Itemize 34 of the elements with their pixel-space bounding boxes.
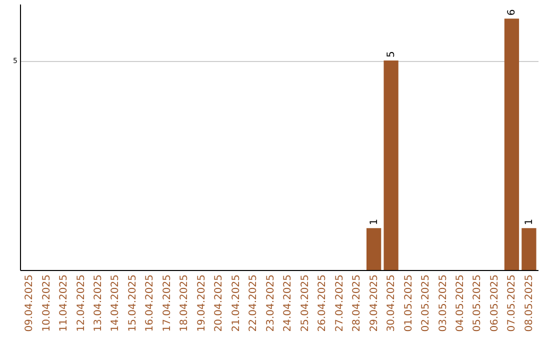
x-tick-label: 22.04.2025 (248, 274, 260, 332)
x-tick-label: 29.04.2025 (368, 274, 380, 332)
x-tick-label: 17.04.2025 (162, 274, 173, 332)
data-label: 1 (368, 218, 380, 226)
x-tick-label: 18.04.2025 (179, 274, 190, 332)
x-tick-label: 14.04.2025 (110, 274, 122, 332)
x-tick-label: 28.04.2025 (352, 274, 363, 332)
x-tick-label: 16.04.2025 (144, 274, 156, 332)
x-tick-label: 23.04.2025 (265, 274, 276, 332)
x-tick-label: 21.04.2025 (230, 274, 242, 332)
x-tick-label: 01.05.2025 (403, 274, 414, 332)
x-tick-label: 26.04.2025 (317, 274, 328, 332)
x-tick-label: 02.05.2025 (420, 274, 432, 332)
data-label: 6 (506, 9, 518, 16)
x-tick-label: 05.05.2025 (472, 274, 484, 332)
x-tick-label: 12.04.2025 (76, 274, 87, 332)
x-tick-label: 03.05.2025 (438, 274, 449, 332)
x-tick-label: 20.04.2025 (214, 274, 225, 332)
x-tick-label: 07.05.2025 (506, 274, 518, 332)
x-tick-label: 04.05.2025 (455, 274, 466, 332)
x-tick-label: 11.04.2025 (58, 274, 70, 332)
data-label: 5 (386, 51, 398, 58)
x-tick-label: 15.04.2025 (127, 274, 138, 332)
x-tick-label: 30.04.2025 (386, 274, 398, 332)
x-tick-label: 06.05.2025 (489, 274, 500, 332)
x-tick-label: 13.04.2025 (93, 274, 104, 332)
x-tick-label: 27.04.2025 (334, 274, 346, 332)
x-tick-label: 10.04.2025 (41, 274, 52, 332)
x-tick-label: 25.04.2025 (300, 274, 311, 332)
x-tick-label: 19.04.2025 (196, 274, 208, 332)
x-tick-label: 08.05.2025 (524, 274, 535, 332)
data-label: 1 (524, 218, 535, 226)
x-tick-label: 24.04.2025 (282, 274, 294, 332)
x-tick-label: 09.04.2025 (24, 274, 36, 332)
